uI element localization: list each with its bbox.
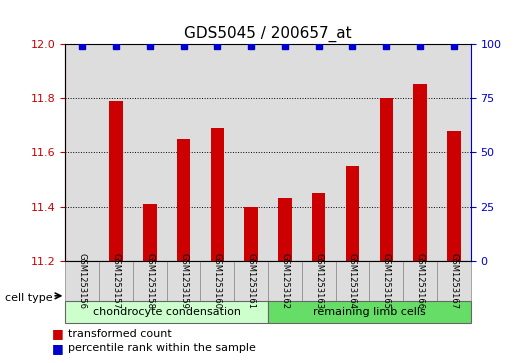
Bar: [133, 44, 167, 261]
Text: GSM1253158: GSM1253158: [145, 253, 154, 309]
Text: chondrocyte condensation: chondrocyte condensation: [93, 307, 241, 317]
Bar: [447, 131, 461, 261]
FancyBboxPatch shape: [268, 301, 471, 323]
Bar: [336, 44, 369, 261]
Bar: [65, 44, 99, 261]
Bar: [268, 44, 302, 261]
Bar: [278, 199, 292, 261]
Bar: [200, 44, 234, 261]
Bar: [437, 44, 471, 261]
Bar: [99, 44, 133, 261]
Bar: [380, 98, 393, 261]
Bar: [403, 44, 437, 261]
Text: GSM1253164: GSM1253164: [348, 253, 357, 309]
Bar: [244, 207, 258, 261]
Text: GSM1253161: GSM1253161: [247, 253, 256, 309]
FancyBboxPatch shape: [234, 261, 268, 301]
Text: GSM1253163: GSM1253163: [314, 253, 323, 309]
Text: cell type: cell type: [5, 293, 56, 303]
Bar: [234, 44, 268, 261]
FancyBboxPatch shape: [403, 261, 437, 301]
FancyBboxPatch shape: [369, 261, 403, 301]
FancyBboxPatch shape: [302, 261, 336, 301]
Text: GSM1253160: GSM1253160: [213, 253, 222, 309]
Bar: [369, 44, 403, 261]
Bar: [143, 204, 156, 261]
Text: GSM1253162: GSM1253162: [280, 253, 289, 309]
Text: ■: ■: [52, 327, 64, 340]
FancyBboxPatch shape: [167, 261, 200, 301]
FancyBboxPatch shape: [200, 261, 234, 301]
Bar: [211, 128, 224, 261]
Text: GSM1253166: GSM1253166: [416, 253, 425, 309]
Text: ■: ■: [52, 342, 64, 355]
Text: GSM1253159: GSM1253159: [179, 253, 188, 309]
FancyBboxPatch shape: [65, 301, 268, 323]
FancyBboxPatch shape: [336, 261, 369, 301]
Bar: [312, 193, 325, 261]
Bar: [346, 166, 359, 261]
Bar: [167, 44, 200, 261]
FancyBboxPatch shape: [99, 261, 133, 301]
Bar: [302, 44, 336, 261]
Bar: [177, 139, 190, 261]
FancyBboxPatch shape: [65, 261, 99, 301]
FancyBboxPatch shape: [437, 261, 471, 301]
Text: GSM1253167: GSM1253167: [449, 253, 458, 309]
FancyBboxPatch shape: [268, 261, 302, 301]
FancyBboxPatch shape: [133, 261, 167, 301]
Bar: [109, 101, 123, 261]
Text: GSM1253156: GSM1253156: [78, 253, 87, 309]
Text: remaining limb cells: remaining limb cells: [313, 307, 426, 317]
Title: GDS5045 / 200657_at: GDS5045 / 200657_at: [184, 26, 352, 42]
Text: GSM1253165: GSM1253165: [382, 253, 391, 309]
Text: GSM1253157: GSM1253157: [111, 253, 120, 309]
Text: percentile rank within the sample: percentile rank within the sample: [68, 343, 256, 354]
Text: transformed count: transformed count: [68, 329, 172, 339]
Bar: [413, 84, 427, 261]
